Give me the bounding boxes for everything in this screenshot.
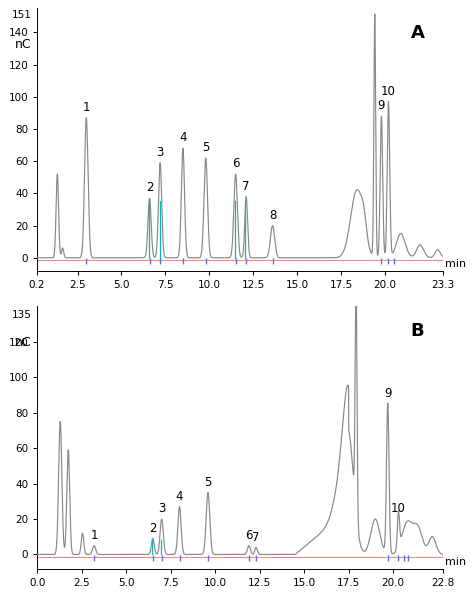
Text: nC: nC [15, 38, 32, 51]
Text: 7: 7 [242, 179, 250, 193]
Text: 5: 5 [202, 141, 210, 154]
Text: 6: 6 [245, 529, 253, 542]
Text: 7: 7 [252, 531, 260, 544]
Text: 5: 5 [204, 476, 212, 489]
Text: 6: 6 [232, 157, 239, 170]
Text: 9: 9 [384, 387, 392, 401]
Text: 8: 8 [269, 209, 276, 222]
Text: min: min [445, 259, 466, 269]
Text: 10: 10 [391, 502, 406, 516]
Text: min: min [445, 557, 466, 567]
Text: 1: 1 [91, 529, 98, 542]
Text: 135: 135 [12, 310, 32, 320]
Text: 10: 10 [381, 85, 396, 98]
Text: 3: 3 [156, 146, 164, 159]
Text: A: A [410, 24, 424, 42]
Text: 4: 4 [176, 490, 183, 503]
Text: 3: 3 [158, 502, 165, 516]
Text: 2: 2 [146, 181, 153, 194]
Text: 2: 2 [149, 522, 156, 535]
Text: 4: 4 [179, 131, 187, 144]
Text: nC: nC [15, 336, 32, 349]
Text: 9: 9 [378, 99, 385, 112]
Text: 1: 1 [82, 101, 90, 114]
Text: 151: 151 [12, 10, 32, 20]
Text: B: B [410, 322, 424, 340]
